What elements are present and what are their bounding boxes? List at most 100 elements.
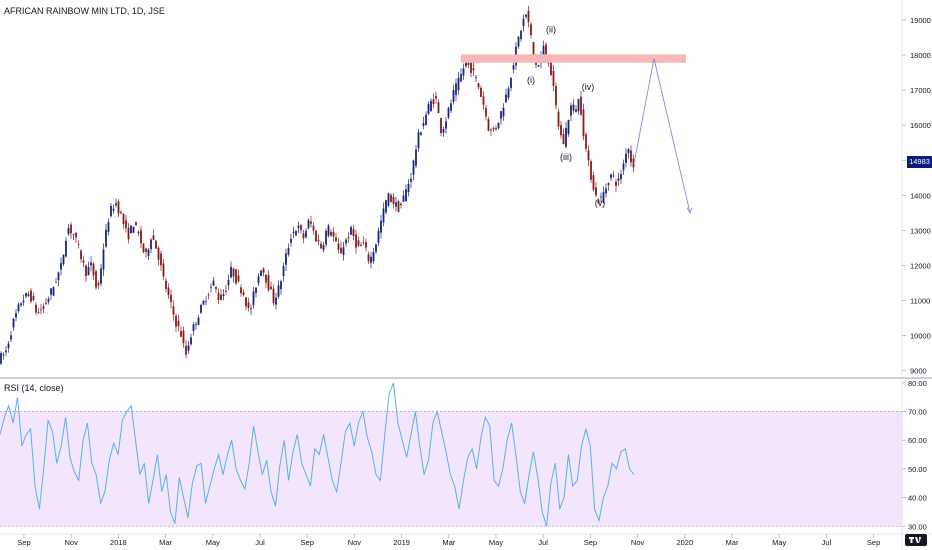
candle-body (322, 244, 325, 251)
candle-body (35, 304, 37, 313)
candle-body (385, 200, 387, 213)
time-tick-label: May (772, 538, 786, 547)
candle-body (252, 291, 255, 305)
candle-body (462, 68, 465, 76)
candle-body (227, 280, 230, 286)
candle-body (447, 107, 450, 118)
candle-body (10, 335, 12, 340)
candle-body (65, 240, 67, 257)
candle-body (587, 150, 590, 161)
candle-body (0, 353, 2, 364)
rsi-title: RSI (14, close) (4, 383, 64, 393)
candle-body (52, 287, 55, 296)
candle-body (45, 302, 47, 304)
candle-body (415, 149, 417, 166)
candle-body (77, 243, 80, 245)
candle-body (180, 331, 182, 337)
candle-body (190, 337, 192, 345)
candle-body (177, 320, 180, 327)
candle-body (282, 266, 285, 276)
candle-body (507, 88, 510, 98)
candle-body (562, 134, 565, 145)
candle-body (100, 268, 102, 284)
candle-body (425, 114, 427, 126)
candle-body (155, 240, 157, 249)
candle-body (192, 324, 195, 331)
candle-body (297, 225, 300, 228)
candle-body (440, 118, 442, 133)
candle-body (357, 240, 360, 246)
candle-body (125, 220, 127, 229)
candle-body (320, 243, 322, 249)
candle-body (475, 77, 477, 79)
candle-body (40, 309, 42, 311)
candle-body (492, 127, 495, 130)
time-tick-label: Mar (159, 538, 172, 547)
candle-body (162, 263, 165, 277)
candle-body (142, 243, 145, 253)
candle-body (207, 294, 210, 296)
candle-body (170, 294, 172, 303)
candle-body (240, 287, 242, 294)
candle-body (605, 188, 607, 194)
candle-body (62, 254, 65, 265)
candle-body (350, 227, 352, 235)
price-candles (0, 5, 693, 365)
wave-label: (iii) (560, 152, 572, 162)
candle-body (295, 230, 297, 236)
time-tick-label: Jul (538, 538, 548, 547)
candle-body (267, 275, 270, 290)
tradingview-logo-icon[interactable] (905, 534, 927, 546)
candle-body (237, 275, 240, 282)
candle-body (352, 229, 355, 237)
candle-body (102, 249, 105, 270)
candle-body (292, 231, 295, 233)
candle-body (557, 111, 560, 127)
rsi-line (0, 382, 635, 527)
candle-body (97, 282, 100, 286)
candle-body (32, 295, 35, 301)
candle-body (630, 150, 632, 163)
candle-body (455, 83, 457, 95)
candle-body (217, 292, 220, 301)
candle-body (332, 231, 335, 237)
candle-body (210, 286, 212, 288)
candle-body (182, 330, 185, 344)
candle-body (465, 61, 467, 67)
candle-body (565, 128, 567, 147)
candle-body (130, 225, 132, 233)
candle-body (435, 95, 437, 99)
candle-body (560, 125, 562, 136)
rsi-tick-label: 40.00 (908, 494, 927, 503)
candle-body (512, 65, 515, 70)
candle-body (305, 231, 307, 238)
time-tick-label: Nov (631, 538, 645, 547)
candle-body (405, 189, 407, 202)
candle-body (575, 109, 577, 113)
price-tick-label: 10000 (910, 331, 931, 340)
wave-label: (iv) (582, 82, 595, 92)
candle-body (450, 103, 452, 111)
candle-body (285, 253, 287, 265)
rsi-tick-label: 50.00 (908, 465, 927, 474)
candle-body (145, 248, 147, 252)
price-axis: 9000100001100012000130001400015000160001… (902, 16, 931, 375)
candle-body (622, 163, 625, 171)
candle-body (592, 175, 595, 190)
candle-body (280, 281, 282, 290)
candle-body (577, 99, 580, 112)
candle-body (340, 247, 342, 254)
candle-body (580, 96, 582, 115)
candle-body (310, 221, 312, 224)
candle-body (315, 230, 317, 242)
candle-body (555, 86, 557, 106)
candle-body (360, 245, 362, 247)
candle-body (225, 290, 227, 292)
candle-body (362, 242, 365, 244)
candle-body (337, 243, 340, 250)
candle-body (222, 294, 225, 297)
candle-body (530, 24, 532, 36)
candle-body (317, 239, 320, 242)
candle-body (270, 286, 272, 290)
candle-body (312, 225, 315, 231)
